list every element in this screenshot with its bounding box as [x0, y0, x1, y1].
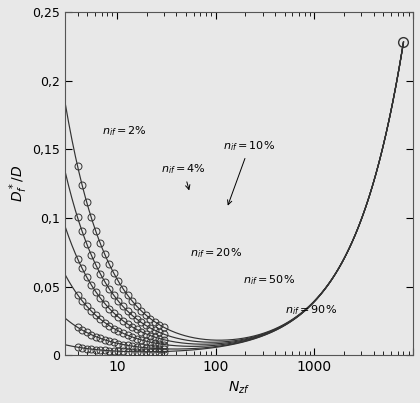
- Text: $n_{if}=90\%$: $n_{if}=90\%$: [285, 303, 337, 317]
- Y-axis label: $D_f^* / D$: $D_f^* / D$: [7, 165, 29, 202]
- Text: $n_{if}=20\%$: $n_{if}=20\%$: [190, 247, 242, 260]
- Text: $n_{if}=2\%$: $n_{if}=2\%$: [102, 125, 147, 138]
- X-axis label: $N_{zf}$: $N_{zf}$: [228, 380, 250, 396]
- Text: $n_{if}=50\%$: $n_{if}=50\%$: [243, 273, 295, 287]
- Text: $n_{if}=4\%$: $n_{if}=4\%$: [161, 162, 206, 189]
- Text: $n_{if}=10\%$: $n_{if}=10\%$: [223, 139, 276, 205]
